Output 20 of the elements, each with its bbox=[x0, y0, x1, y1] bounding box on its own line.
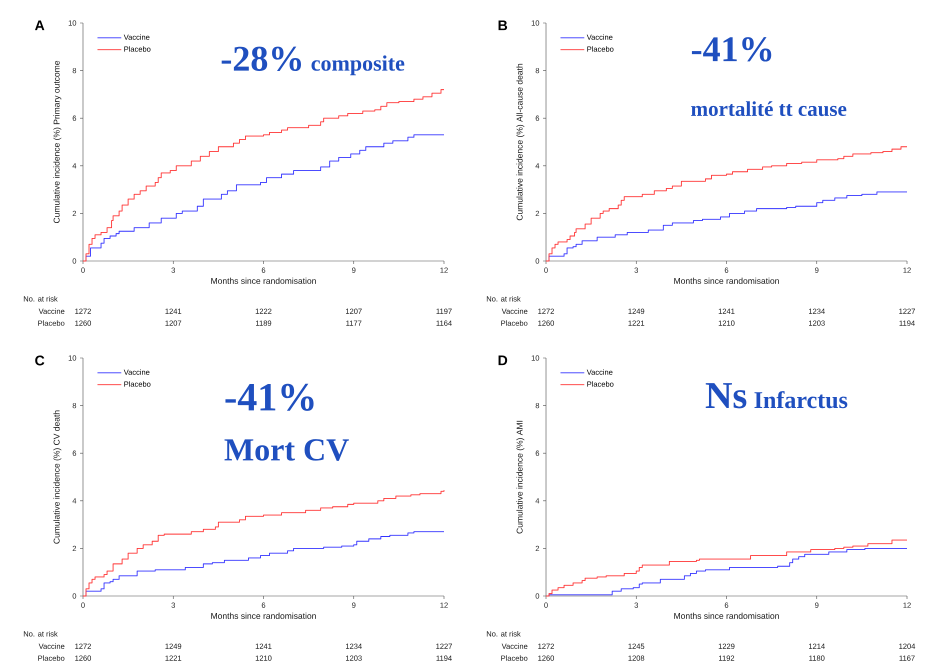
annotation: -41% bbox=[692, 37, 772, 62]
x-axis-title: Months since randomisation bbox=[674, 612, 779, 619]
chart-title: B bbox=[498, 20, 508, 30]
annotation: Infarctus bbox=[754, 391, 848, 408]
y-axis-title: Cumulative incidence (%) AMI bbox=[516, 420, 524, 534]
annotation: Ns bbox=[706, 383, 746, 408]
x-axis-title: Months since randomisation bbox=[674, 278, 779, 284]
y-axis-title: Cumulative incidence (%) All-cause death bbox=[516, 64, 524, 220]
chart-title: D bbox=[498, 356, 508, 366]
x-axis-title: Months since randomisation bbox=[211, 278, 316, 284]
x-axis-title: Months since randomisation bbox=[211, 612, 316, 619]
annotation: composite bbox=[312, 55, 404, 76]
y-axis-title: Cumulative incidence (%) Primary outcome bbox=[53, 60, 62, 224]
chart-title: A bbox=[34, 20, 44, 30]
annotation: Mort CV bbox=[224, 439, 349, 461]
y-axis-title: Cumulative incidence (%) CV death bbox=[53, 410, 62, 544]
annotation: -41% bbox=[225, 384, 314, 411]
chart-title: C bbox=[35, 356, 44, 366]
annotation: -28% bbox=[222, 46, 301, 72]
annotation: mortalité tt cause bbox=[691, 101, 846, 116]
